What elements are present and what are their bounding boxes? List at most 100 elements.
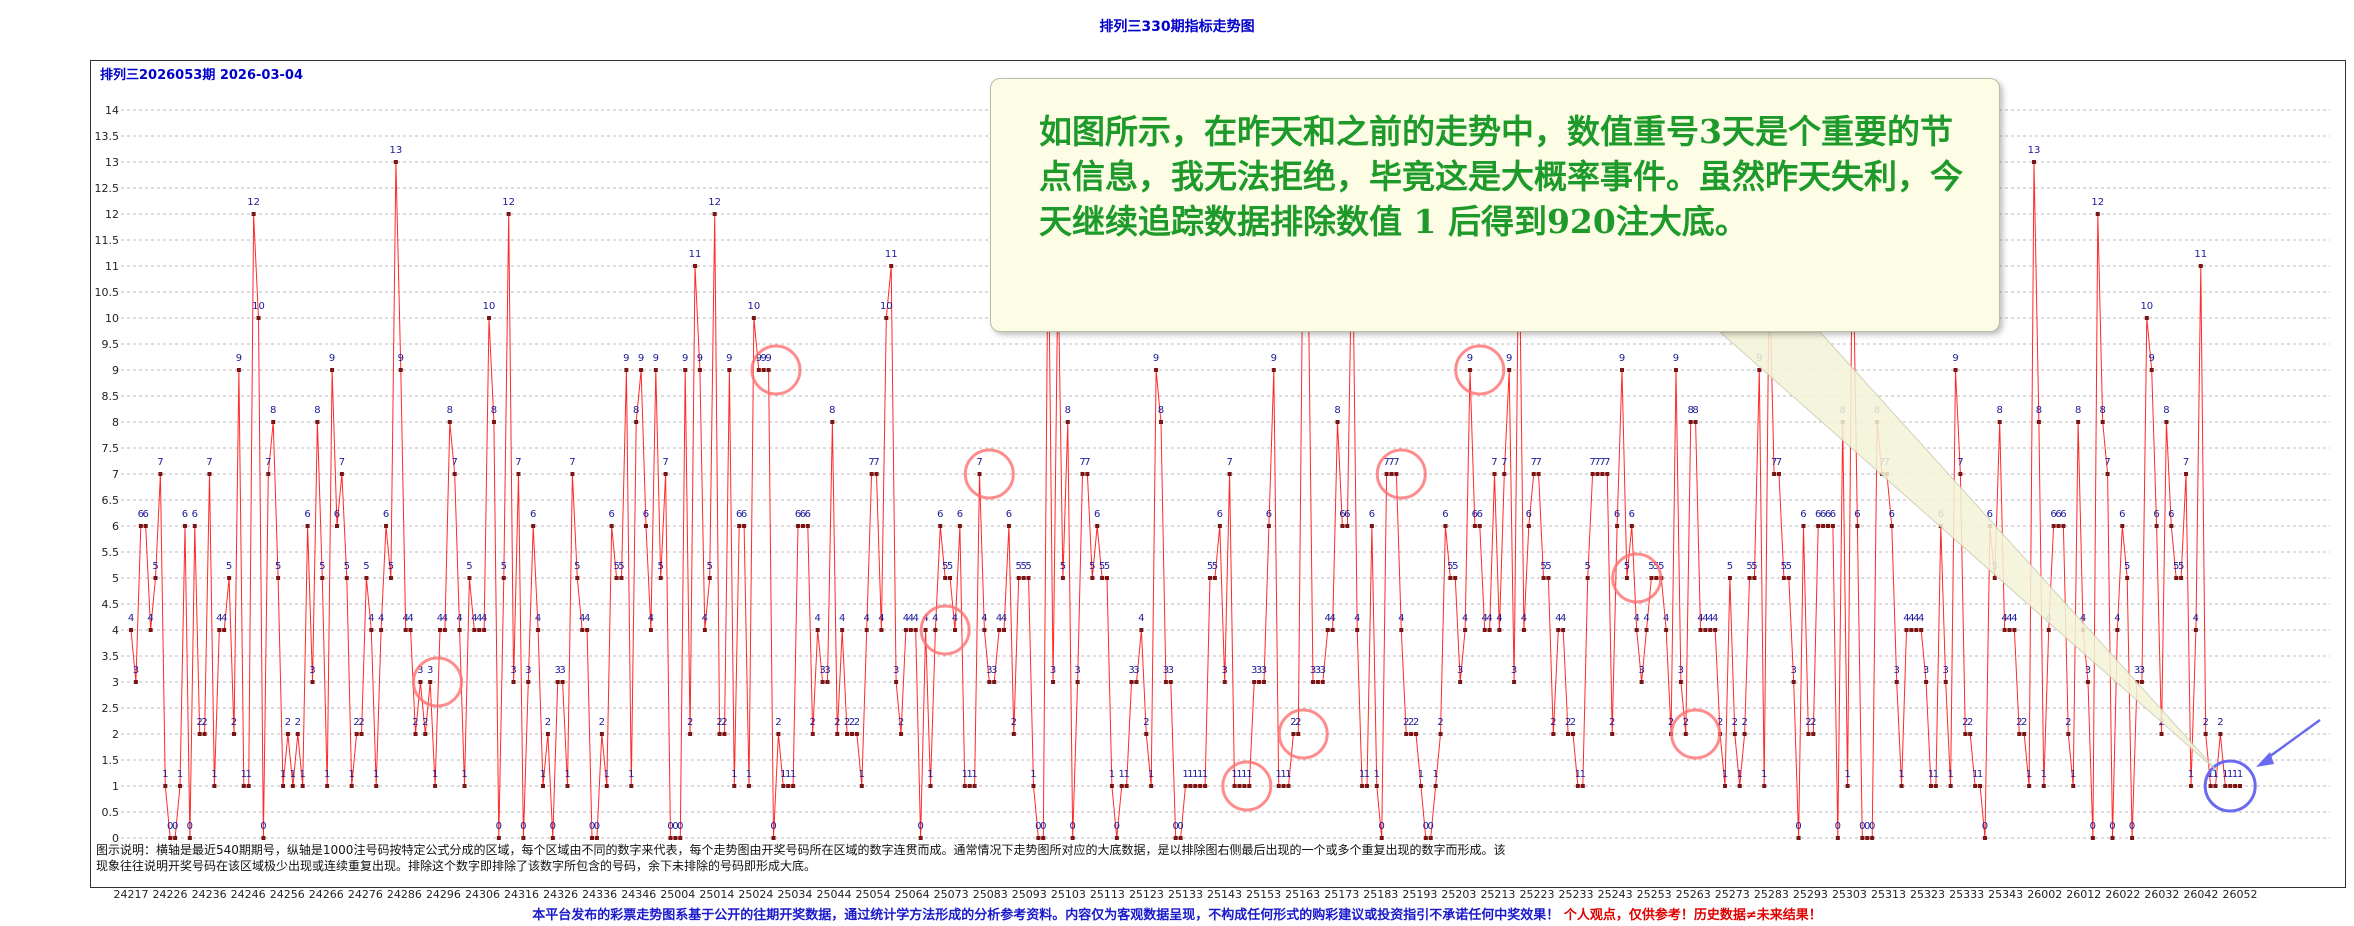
data-label: 0: [172, 821, 178, 832]
data-point: [1948, 784, 1953, 788]
data-point: [820, 680, 825, 684]
data-label: 7: [976, 457, 982, 468]
data-label: 3: [417, 665, 423, 676]
data-label: 10: [880, 301, 893, 312]
data-point: [2012, 628, 2017, 632]
data-point: [182, 524, 187, 528]
data-label: 9: [765, 353, 771, 364]
data-point: [1732, 732, 1737, 736]
data-point: [1158, 420, 1163, 424]
data-label: 6: [1820, 509, 1826, 520]
data-point: [1414, 732, 1419, 736]
data-point: [570, 472, 575, 476]
data-point: [1713, 628, 1718, 632]
data-label: 5: [152, 561, 158, 572]
data-label: 5: [501, 561, 507, 572]
data-label: 4: [1918, 613, 1924, 624]
data-point: [1006, 524, 1011, 528]
data-point: [1649, 576, 1654, 580]
y-tick-label: 10: [105, 312, 119, 325]
data-label: 5: [1781, 561, 1787, 572]
data-point: [364, 576, 369, 580]
data-point: [305, 524, 310, 528]
data-label: 6: [800, 509, 806, 520]
data-label: 4: [1521, 613, 1527, 624]
data-label: 4: [1001, 613, 1007, 624]
data-point: [1678, 680, 1683, 684]
data-point: [771, 836, 776, 840]
data-label: 2: [1962, 717, 1968, 728]
data-point: [2007, 628, 2012, 632]
data-label: 3: [559, 665, 565, 676]
data-point: [462, 784, 467, 788]
data-label: 5: [344, 561, 350, 572]
data-point: [1615, 524, 1620, 528]
data-point: [609, 524, 614, 528]
data-point: [840, 628, 845, 632]
data-label: 1: [211, 769, 217, 780]
data-label: 0: [1864, 821, 1870, 832]
data-label: 2: [834, 717, 840, 728]
data-point: [452, 472, 457, 476]
data-point: [1845, 784, 1850, 788]
data-label: 4: [952, 613, 958, 624]
pointer-arrow-shaft: [2261, 718, 2321, 764]
data-point: [1693, 420, 1698, 424]
data-label: 1: [1197, 769, 1203, 780]
data-point: [1688, 420, 1693, 424]
disclaimer: 本平台发布的彩票走势图系基于公开的往期开奖数据，通过统计学方法形成的分析参考资料…: [0, 904, 2354, 923]
data-label: 5: [1452, 561, 1458, 572]
data-point: [997, 628, 1002, 632]
data-point: [766, 368, 771, 372]
data-point: [1453, 576, 1458, 580]
data-label: 1: [432, 769, 438, 780]
data-label: 0: [1835, 821, 1841, 832]
data-label: 0: [167, 821, 173, 832]
data-point: [693, 264, 698, 268]
data-point: [467, 576, 472, 580]
data-label: 5: [1624, 561, 1630, 572]
data-point: [1090, 576, 1095, 580]
data-label: 6: [1477, 509, 1483, 520]
data-point: [428, 680, 433, 684]
data-label: 5: [1020, 561, 1026, 572]
x-tick-label: 24217: [114, 888, 149, 901]
data-point: [1477, 524, 1482, 528]
data-point: [1629, 524, 1634, 528]
data-label: 10: [483, 301, 496, 312]
data-label: 1: [1202, 769, 1208, 780]
data-label: 1: [2232, 769, 2238, 780]
highlight-circle: [1670, 708, 1722, 760]
data-label: 6: [182, 509, 188, 520]
data-label: 8: [314, 405, 320, 416]
data-label: 1: [746, 769, 752, 780]
data-label: 2: [231, 717, 237, 728]
y-tick-label: 6.5: [102, 494, 120, 507]
data-label: 4: [1702, 613, 1708, 624]
data-point: [1781, 576, 1786, 580]
x-tick-label: 25093: [1012, 888, 1047, 901]
data-label: 11: [689, 249, 702, 260]
data-label: 0: [187, 821, 193, 832]
data-label: 4: [1354, 613, 1360, 624]
data-label: 8: [1334, 405, 1340, 416]
data-label: 5: [466, 561, 472, 572]
data-label: 8: [633, 405, 639, 416]
data-point: [398, 368, 403, 372]
data-label: 6: [2153, 509, 2159, 520]
data-label: 9: [756, 353, 762, 364]
data-point: [2223, 784, 2228, 788]
data-point: [1168, 680, 1173, 684]
data-label: 1: [2222, 769, 2228, 780]
data-point: [1021, 576, 1026, 580]
data-point: [511, 680, 516, 684]
data-point: [1325, 628, 1330, 632]
data-label: 4: [864, 613, 870, 624]
data-label: 2: [854, 717, 860, 728]
data-point: [1002, 628, 1007, 632]
data-point: [433, 784, 438, 788]
data-label: 1: [564, 769, 570, 780]
data-label: 1: [246, 769, 252, 780]
data-label: 3: [2085, 665, 2091, 676]
data-point: [1286, 784, 1291, 788]
